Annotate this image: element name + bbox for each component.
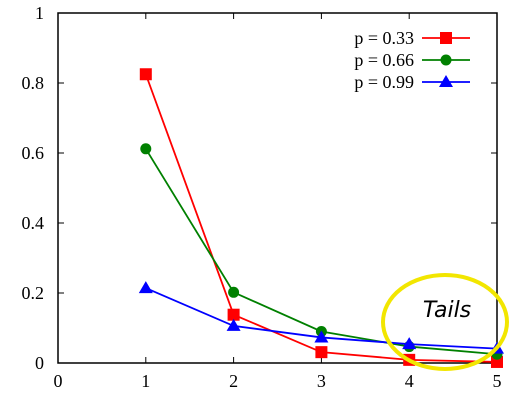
x-tick-label: 4 [405,371,414,391]
x-tick-label: 2 [229,371,238,391]
series-line [145,148,498,356]
x-tick-label: 0 [54,371,63,391]
series-1 [140,143,503,360]
tails-highlight-ellipse [381,273,509,371]
legend-marker [439,75,453,87]
tails-annotation-label: Tails [423,298,471,323]
data-point [227,308,240,321]
x-tick-label: 1 [141,371,150,391]
data-point [140,143,152,155]
legend-entry: p = 0.99 [354,72,470,92]
x-tick-label: 3 [317,371,326,391]
x-tick-label: 5 [493,371,502,391]
legend-marker [440,32,452,44]
y-tick-label: 0.8 [22,73,45,93]
y-tick-label: 0.6 [22,143,45,163]
annotation: Tails [381,273,509,371]
legend-entry: p = 0.33 [354,28,470,48]
plot-frame [57,12,498,364]
series-0 [139,68,503,368]
axes: 0 1 2 3 4 5 0 0.2 0.4 0.6 0.8 1 [22,3,502,391]
data-point [226,318,241,331]
y-tick-label: 0.2 [22,283,45,303]
legend-entry: p = 0.66 [354,50,470,70]
data-point [402,337,417,350]
y-tick-label: 1 [35,3,44,23]
data-point [138,281,153,294]
legend: p = 0.33p = 0.66p = 0.99 [354,28,470,92]
legend-label: p = 0.66 [354,50,414,70]
legend-label: p = 0.99 [354,72,414,92]
series-layer [138,68,504,368]
data-point [315,346,328,359]
data-point [228,286,240,298]
data-point [491,355,503,368]
y-tick-label: 0 [35,353,44,373]
data-point [139,68,152,81]
legend-label: p = 0.33 [354,28,414,48]
y-tick-label: 0.4 [22,213,45,233]
data-point [314,330,329,343]
legend-marker [440,54,452,66]
